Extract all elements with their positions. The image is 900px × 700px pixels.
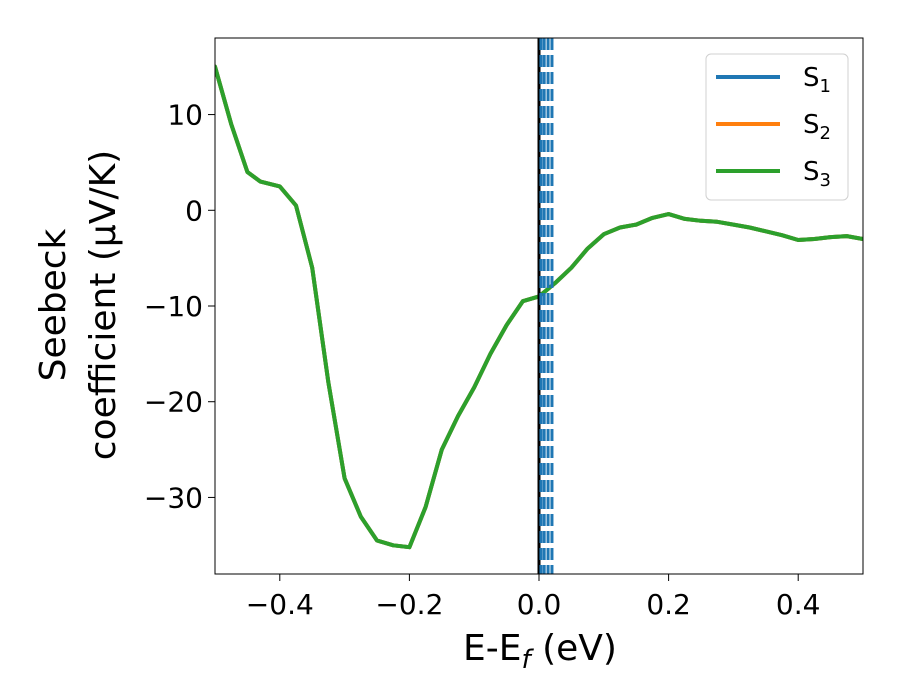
legend-label-S1: S1 [803,63,831,97]
x-tick-label: 0.2 [646,588,691,621]
x-axis-label: E-Ef (eV) [463,628,617,675]
y-axis-label-line2: coefficient (μV/K) [83,150,124,460]
x-tick-label: −0.2 [375,588,443,621]
y-tick-label: 0 [185,194,203,227]
legend-label-S2: S2 [803,110,831,144]
y-tick-label: −10 [144,290,203,323]
y-axis-label-line1: Seebeck [33,228,74,381]
legend: S1 S2 S3 [705,53,849,201]
x-tick-label: 0.0 [517,588,562,621]
y-tick-label: −30 [144,481,203,514]
legend-box [705,53,849,201]
y-tick-label: 10 [167,99,203,132]
legend-label-S3: S3 [803,157,831,191]
y-tick-label: −20 [144,386,203,419]
x-tick-label: 0.4 [776,588,821,621]
x-tick-label: −0.4 [246,588,314,621]
